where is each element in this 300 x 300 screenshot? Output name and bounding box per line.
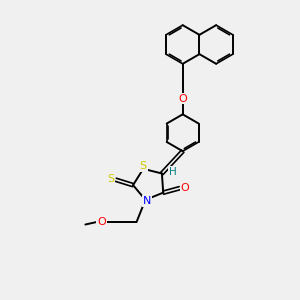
Text: S: S: [107, 174, 114, 184]
Text: O: O: [181, 183, 189, 193]
Text: H: H: [169, 167, 177, 177]
Text: O: O: [178, 94, 187, 103]
Text: O: O: [97, 217, 106, 227]
Text: S: S: [140, 161, 147, 172]
Text: N: N: [143, 196, 151, 206]
